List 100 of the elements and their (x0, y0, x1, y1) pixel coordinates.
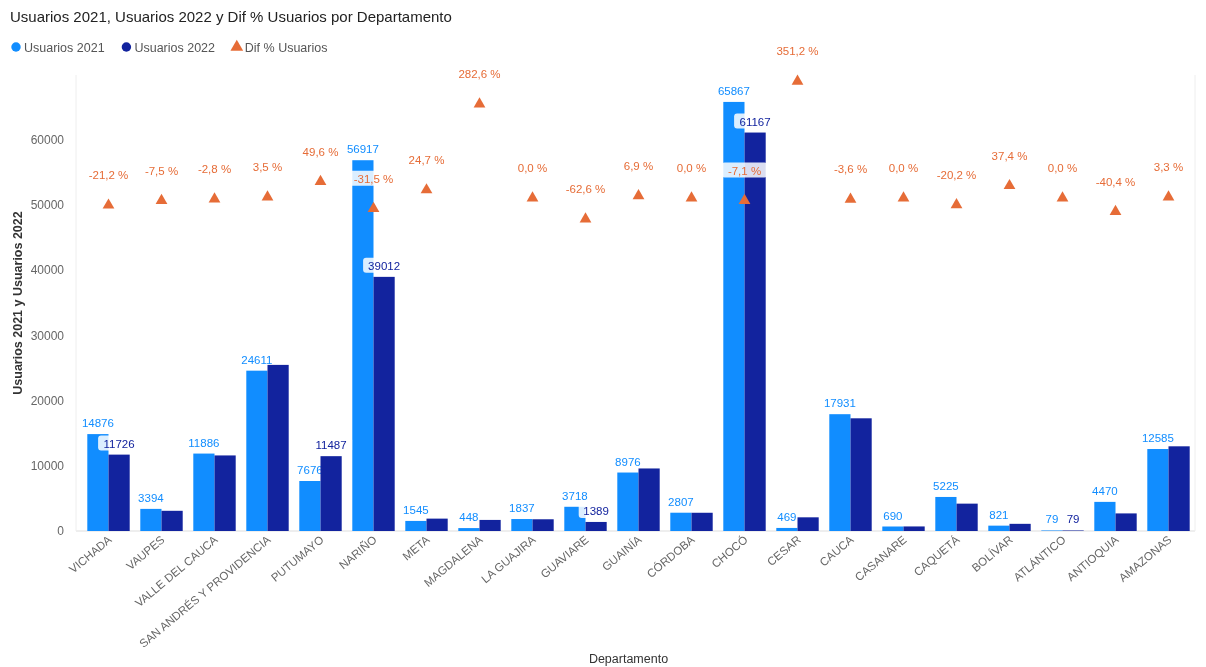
bar (1147, 449, 1169, 531)
bar (956, 503, 978, 531)
data-label: 11886 (188, 436, 220, 449)
data-label: 1545 (403, 503, 429, 516)
bar (935, 496, 957, 531)
data-label: 8976 (615, 455, 641, 468)
data-label: 17931 (823, 397, 856, 410)
point (314, 174, 327, 186)
bar (405, 520, 427, 531)
point (473, 97, 486, 108)
data-label: 65867 (717, 84, 750, 97)
data-label: 448 (459, 511, 479, 524)
bar (458, 528, 480, 531)
data-label: 39012 (368, 259, 401, 272)
data-label: 2807 (668, 495, 694, 508)
data-label: 11487 (315, 439, 347, 452)
bar (670, 512, 692, 531)
bar (829, 414, 851, 531)
data-label: 24,7 % (408, 153, 445, 166)
data-label: -62,6 % (565, 182, 606, 195)
bar (988, 525, 1010, 531)
point (950, 198, 963, 209)
point (791, 74, 804, 85)
y-tick-label: 50000 (30, 198, 65, 213)
bar (617, 472, 639, 531)
x-axis-title: Departamento (588, 652, 669, 666)
bar (108, 454, 130, 531)
point (897, 191, 910, 202)
data-label: 56917 (346, 143, 379, 156)
point (579, 212, 592, 223)
bar (511, 519, 533, 531)
bar (214, 455, 236, 531)
data-label: 0,0 % (888, 162, 919, 175)
data-label: 282,6 % (458, 68, 501, 81)
y-tick-label: 30000 (30, 328, 65, 343)
bar (585, 521, 607, 531)
point (367, 201, 380, 213)
data-label: -21,2 % (88, 169, 129, 182)
data-label: 79 (1045, 513, 1059, 526)
point (738, 193, 751, 204)
bar (299, 481, 321, 531)
data-label: -7,1 % (727, 164, 762, 177)
bar (267, 364, 289, 531)
bar (1094, 501, 1116, 531)
data-label: 1837 (509, 502, 535, 515)
bar (479, 519, 501, 531)
y-tick-label: 60000 (30, 133, 65, 148)
bar (638, 468, 660, 531)
data-label: 469 (777, 510, 797, 523)
data-label: 690 (883, 509, 903, 522)
bar (691, 512, 713, 531)
legend-label: Dif % Usuarios (244, 40, 328, 55)
point (1056, 191, 1069, 202)
point (526, 191, 539, 202)
bar (426, 518, 448, 531)
data-label: 821 (989, 508, 1009, 521)
data-label: -3,6 % (833, 163, 868, 176)
y-tick-label: 10000 (30, 458, 65, 473)
y-tick-label: 0 (57, 524, 65, 538)
point (1109, 204, 1122, 215)
data-label: -40,4 % (1095, 175, 1136, 188)
data-label: -31,5 % (353, 172, 394, 185)
data-label: 49,6 % (302, 145, 339, 158)
y-tick-label: 40000 (30, 263, 65, 278)
chart-title: Usuarios 2021, Usuarios 2022 y Dif % Usuarios por Departamento (10, 8, 452, 25)
data-label: 0,0 % (676, 162, 707, 175)
data-label: 79 (1066, 513, 1080, 526)
bar (797, 517, 819, 531)
bar (1115, 513, 1137, 531)
point (155, 193, 168, 205)
point (685, 191, 698, 202)
bar (140, 508, 162, 531)
bar (161, 510, 183, 531)
bar (193, 453, 215, 531)
bar (850, 418, 872, 531)
point (208, 192, 221, 203)
point (1003, 178, 1016, 190)
data-label: 3394 (138, 491, 165, 504)
legend-label: Usuarios 2021 (24, 40, 105, 55)
data-label: 3718 (562, 489, 588, 502)
data-label: 5225 (933, 479, 959, 492)
point (261, 190, 274, 201)
y-tick-label: 20000 (30, 393, 65, 408)
data-label: 6,9 % (623, 159, 654, 172)
bar (1009, 523, 1031, 531)
bar (903, 526, 925, 531)
data-label: 3,3 % (1153, 161, 1184, 174)
legend-label: Usuarios 2022 (134, 40, 216, 55)
data-label: 3,5 % (252, 160, 283, 173)
point (632, 189, 645, 200)
data-label: 0,0 % (517, 162, 548, 175)
bar (373, 276, 395, 531)
data-label: 24611 (241, 353, 273, 366)
bar (320, 456, 342, 531)
y-axis-title: Usuarios 2021 y Usuarios 2022 (11, 211, 25, 395)
bar (1168, 446, 1190, 531)
data-label: -20,2 % (936, 168, 977, 181)
bar (882, 526, 904, 531)
point (420, 183, 433, 194)
data-label: 61167 (739, 115, 771, 128)
